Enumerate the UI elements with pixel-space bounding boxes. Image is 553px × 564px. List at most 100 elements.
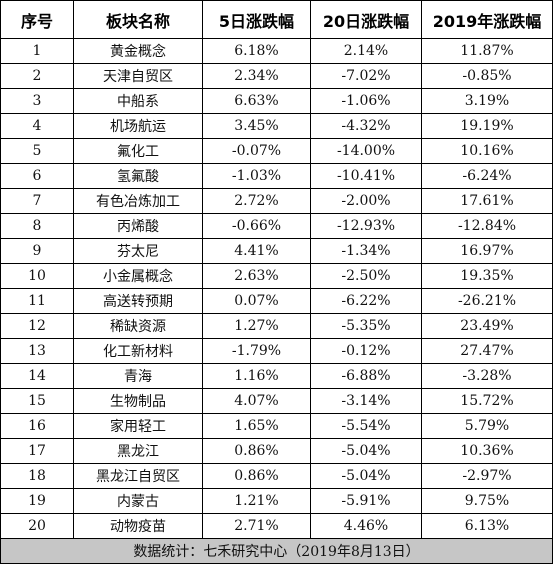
change-20day: -2.00% (310, 188, 422, 214)
table-row: 16 家用轻工 1.65% -5.54% 5.79% (0, 413, 553, 439)
change-20day: -5.04% (310, 463, 422, 489)
header-index: 序号 (0, 0, 74, 39)
row-index: 3 (0, 88, 74, 114)
sector-name: 高送转预期 (73, 288, 203, 314)
change-2019: 27.47% (421, 338, 553, 364)
change-2019: -0.85% (421, 63, 553, 89)
table-row: 15 生物制品 4.07% -3.14% 15.72% (0, 388, 553, 414)
change-5day: 0.86% (202, 463, 311, 489)
change-2019: 19.35% (421, 263, 553, 289)
change-5day: -0.66% (202, 213, 311, 239)
change-5day: 4.07% (202, 388, 311, 414)
sector-name: 氟化工 (73, 138, 203, 164)
change-2019: 10.36% (421, 438, 553, 464)
change-5day: -1.79% (202, 338, 311, 364)
sector-name: 天津自贸区 (73, 63, 203, 89)
row-index: 15 (0, 388, 74, 414)
sector-name: 黑龙江自贸区 (73, 463, 203, 489)
sector-name: 生物制品 (73, 388, 203, 414)
table-row: 2 天津自贸区 2.34% -7.02% -0.85% (0, 63, 553, 89)
change-20day: -3.14% (310, 388, 422, 414)
sector-name: 机场航运 (73, 113, 203, 139)
row-index: 1 (0, 38, 74, 64)
sector-name: 有色冶炼加工 (73, 188, 203, 214)
change-20day: -0.12% (310, 338, 422, 364)
table-row: 13 化工新材料 -1.79% -0.12% 27.47% (0, 338, 553, 364)
change-20day: -5.54% (310, 413, 422, 439)
table-row: 5 氟化工 -0.07% -14.00% 10.16% (0, 138, 553, 164)
sector-name: 稀缺资源 (73, 313, 203, 339)
header-sector-name: 板块名称 (73, 0, 203, 39)
change-2019: -26.21% (421, 288, 553, 314)
row-index: 4 (0, 113, 74, 139)
sector-name: 中船系 (73, 88, 203, 114)
row-index: 6 (0, 163, 74, 189)
table-row: 3 中船系 6.63% -1.06% 3.19% (0, 88, 553, 114)
sector-name: 黄金概念 (73, 38, 203, 64)
table-row: 17 黑龙江 0.86% -5.04% 10.36% (0, 438, 553, 464)
sector-name: 丙烯酸 (73, 213, 203, 239)
change-20day: -10.41% (310, 163, 422, 189)
change-20day: -1.06% (310, 88, 422, 114)
change-2019: 11.87% (421, 38, 553, 64)
change-5day: 3.45% (202, 113, 311, 139)
sector-name: 芬太尼 (73, 238, 203, 264)
table-row: 8 丙烯酸 -0.66% -12.93% -12.84% (0, 213, 553, 239)
sector-name: 青海 (73, 363, 203, 389)
row-index: 7 (0, 188, 74, 214)
row-index: 10 (0, 263, 74, 289)
change-5day: 1.27% (202, 313, 311, 339)
change-5day: 6.63% (202, 88, 311, 114)
change-20day: -5.35% (310, 313, 422, 339)
table-row: 14 青海 1.16% -6.88% -3.28% (0, 363, 553, 389)
change-20day: -7.02% (310, 63, 422, 89)
change-20day: -2.50% (310, 263, 422, 289)
table-row: 6 氢氟酸 -1.03% -10.41% -6.24% (0, 163, 553, 189)
row-index: 11 (0, 288, 74, 314)
change-20day: -6.88% (310, 363, 422, 389)
change-2019: -12.84% (421, 213, 553, 239)
table-row: 12 稀缺资源 1.27% -5.35% 23.49% (0, 313, 553, 339)
change-5day: 1.21% (202, 488, 311, 514)
table-row: 11 高送转预期 0.07% -6.22% -26.21% (0, 288, 553, 314)
header-row: 序号 板块名称 5日涨跌幅 20日涨跌幅 2019年涨跌幅 (0, 0, 553, 39)
change-5day: 6.18% (202, 38, 311, 64)
change-5day: 0.86% (202, 438, 311, 464)
change-5day: 1.16% (202, 363, 311, 389)
change-5day: 4.41% (202, 238, 311, 264)
table-row: 19 内蒙古 1.21% -5.91% 9.75% (0, 488, 553, 514)
change-2019: 19.19% (421, 113, 553, 139)
change-2019: 23.49% (421, 313, 553, 339)
row-index: 9 (0, 238, 74, 264)
row-index: 19 (0, 488, 74, 514)
table-row: 10 小金属概念 2.63% -2.50% 19.35% (0, 263, 553, 289)
change-20day: -4.32% (310, 113, 422, 139)
change-20day: -14.00% (310, 138, 422, 164)
change-2019: -3.28% (421, 363, 553, 389)
change-5day: 2.71% (202, 513, 311, 539)
table-row: 9 芬太尼 4.41% -1.34% 16.97% (0, 238, 553, 264)
change-5day: 2.63% (202, 263, 311, 289)
sector-name: 化工新材料 (73, 338, 203, 364)
sector-name: 氢氟酸 (73, 163, 203, 189)
row-index: 17 (0, 438, 74, 464)
change-20day: -5.04% (310, 438, 422, 464)
row-index: 16 (0, 413, 74, 439)
change-2019: 16.97% (421, 238, 553, 264)
header-20day-change: 20日涨跌幅 (310, 0, 422, 39)
change-5day: 0.07% (202, 288, 311, 314)
row-index: 5 (0, 138, 74, 164)
change-20day: 4.46% (310, 513, 422, 539)
table-row: 4 机场航运 3.45% -4.32% 19.19% (0, 113, 553, 139)
change-2019: 9.75% (421, 488, 553, 514)
footer-row: 数据统计：七禾研究中心（2019年8月13日） (0, 538, 553, 564)
sector-name: 内蒙古 (73, 488, 203, 514)
change-2019: 10.16% (421, 138, 553, 164)
header-2019-change: 2019年涨跌幅 (421, 0, 553, 39)
sector-name: 家用轻工 (73, 413, 203, 439)
change-5day: 2.72% (202, 188, 311, 214)
sector-name: 动物疫苗 (73, 513, 203, 539)
sector-name: 黑龙江 (73, 438, 203, 464)
change-20day: -1.34% (310, 238, 422, 264)
